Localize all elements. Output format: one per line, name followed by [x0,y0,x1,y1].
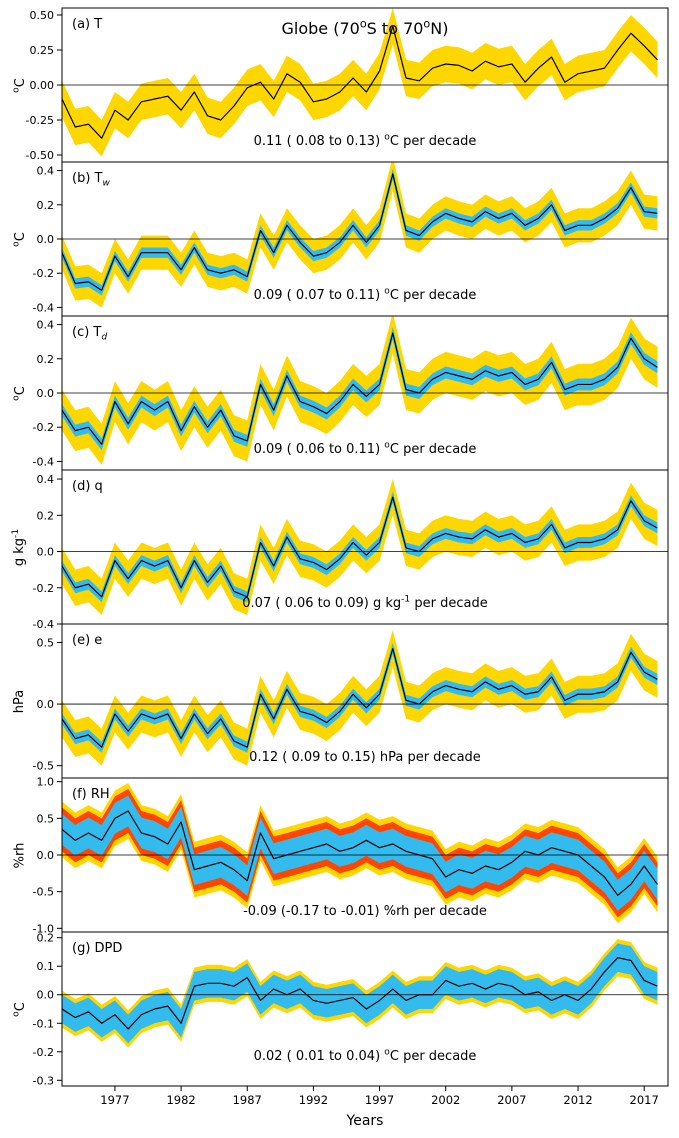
svg-text:0.00: 0.00 [30,79,55,92]
svg-text:0.0: 0.0 [37,233,55,246]
x-axis-title: Years [346,1113,384,1129]
svg-text:1.0: 1.0 [37,776,55,789]
svg-text:-0.5: -0.5 [33,886,54,899]
svg-text:0.2: 0.2 [37,932,55,945]
svg-text:-0.2: -0.2 [33,1046,54,1059]
svg-text:2017: 2017 [630,1093,659,1107]
svg-text:0.4: 0.4 [37,165,55,178]
svg-text:0.50: 0.50 [30,9,55,22]
svg-text:0.4: 0.4 [37,319,55,332]
svg-text:-0.25: -0.25 [26,114,54,127]
svg-text:0.2: 0.2 [37,509,55,522]
svg-text:2002: 2002 [431,1093,460,1107]
svg-text:-0.2: -0.2 [33,421,54,434]
svg-text:0.0: 0.0 [37,849,55,862]
svg-text:-0.4: -0.4 [33,618,54,631]
svg-text:0.5: 0.5 [37,636,55,649]
svg-text:0.4: 0.4 [37,473,55,486]
svg-text:1987: 1987 [233,1093,262,1107]
svg-text:0.2: 0.2 [37,199,55,212]
svg-text:2012: 2012 [563,1093,592,1107]
svg-text:0.25: 0.25 [30,44,55,57]
svg-text:-0.4: -0.4 [33,301,54,314]
svg-text:1977: 1977 [100,1093,129,1107]
svg-text:-0.2: -0.2 [33,582,54,595]
svg-text:1982: 1982 [166,1093,195,1107]
svg-text:0.0: 0.0 [37,546,55,559]
svg-text:1992: 1992 [299,1093,328,1107]
svg-text:-0.50: -0.50 [26,149,54,162]
svg-text:0.0: 0.0 [37,387,55,400]
svg-text:0.0: 0.0 [37,989,55,1002]
svg-text:-0.4: -0.4 [33,455,54,468]
svg-text:2007: 2007 [497,1093,526,1107]
svg-text:0.1: 0.1 [37,960,55,973]
svg-text:1997: 1997 [365,1093,394,1107]
svg-text:0.0: 0.0 [37,698,55,711]
svg-text:-1.0: -1.0 [33,922,54,935]
svg-text:0.2: 0.2 [37,353,55,366]
svg-text:-0.1: -0.1 [33,1017,54,1030]
svg-text:-0.2: -0.2 [33,267,54,280]
svg-text:0.5: 0.5 [37,812,55,825]
svg-text:-0.3: -0.3 [33,1074,54,1087]
svg-text:-0.5: -0.5 [33,760,54,773]
